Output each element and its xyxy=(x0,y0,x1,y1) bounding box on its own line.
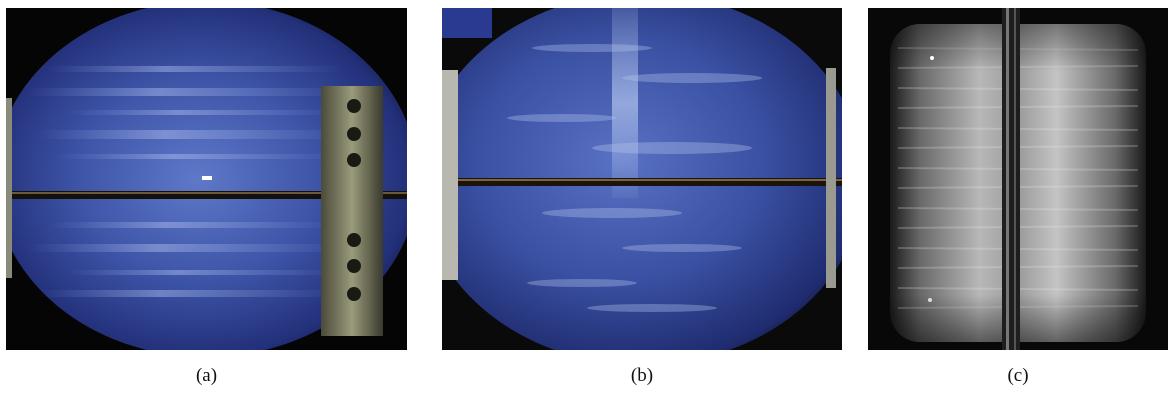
photo-panel-c xyxy=(868,8,1168,350)
photo-c-image xyxy=(868,8,1168,350)
photo-b-image xyxy=(442,8,842,350)
caption-c: (c) xyxy=(1007,365,1029,386)
caption-b: (b) xyxy=(630,365,654,386)
photo-a-image xyxy=(6,8,407,350)
photo-panel-a xyxy=(6,8,407,350)
caption-a: (a) xyxy=(195,365,218,386)
photo-panel-b xyxy=(442,8,842,350)
